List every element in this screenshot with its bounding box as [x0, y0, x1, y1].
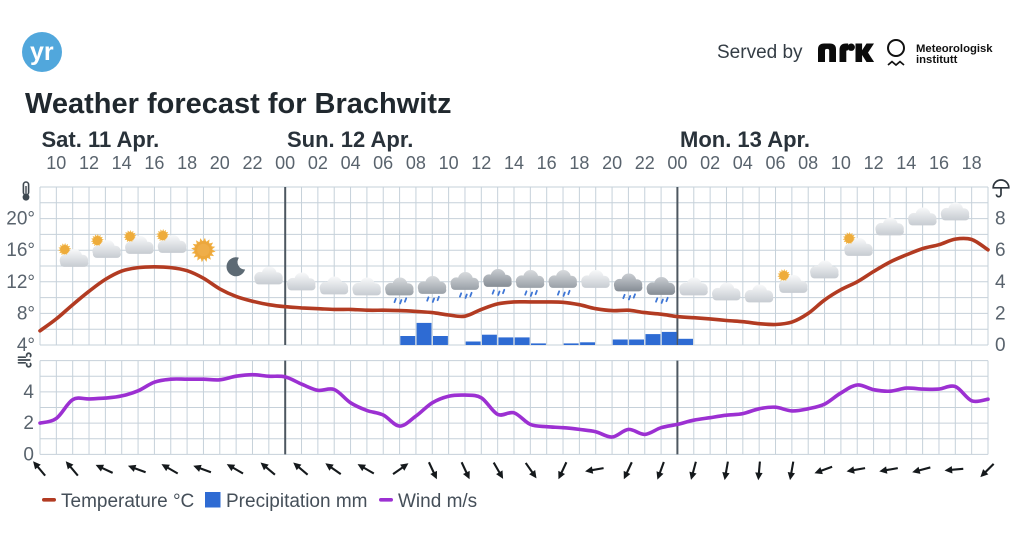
- svg-text:00: 00: [667, 153, 687, 173]
- svg-text:12: 12: [471, 153, 491, 173]
- svg-text:16°: 16°: [6, 240, 35, 261]
- svg-text:02: 02: [308, 153, 328, 173]
- svg-text:10: 10: [439, 153, 459, 173]
- svg-text:16: 16: [929, 153, 949, 173]
- svg-text:14: 14: [896, 153, 916, 173]
- svg-text:14: 14: [504, 153, 524, 173]
- svg-text:22: 22: [242, 153, 262, 173]
- svg-text:02: 02: [700, 153, 720, 173]
- svg-text:20: 20: [210, 153, 230, 173]
- svg-text:0: 0: [995, 335, 1006, 356]
- svg-text:12°: 12°: [6, 272, 35, 293]
- svg-text:18: 18: [569, 153, 589, 173]
- svg-text:14: 14: [112, 153, 132, 173]
- svg-text:4: 4: [23, 382, 34, 403]
- svg-text:Temperature °C: Temperature °C: [61, 491, 194, 512]
- svg-text:16: 16: [537, 153, 557, 173]
- svg-text:20°: 20°: [6, 209, 35, 230]
- svg-text:16: 16: [144, 153, 164, 173]
- svg-text:12: 12: [864, 153, 884, 173]
- svg-text:00: 00: [275, 153, 295, 173]
- svg-text:08: 08: [406, 153, 426, 173]
- svg-text:8°: 8°: [17, 303, 35, 324]
- svg-text:Mon. 13 Apr.: Mon. 13 Apr.: [680, 127, 810, 152]
- svg-text:Precipitation mm: Precipitation mm: [226, 491, 368, 512]
- svg-text:Meteorologisk: Meteorologisk: [916, 43, 993, 55]
- svg-text:2: 2: [23, 413, 34, 434]
- svg-text:2: 2: [995, 303, 1006, 324]
- svg-text:Weather forecast for Brachwitz: Weather forecast for Brachwitz: [25, 88, 452, 120]
- svg-text:Wind m/s: Wind m/s: [398, 491, 477, 512]
- svg-text:Sat. 11 Apr.: Sat. 11 Apr.: [42, 127, 160, 152]
- svg-text:10: 10: [831, 153, 851, 173]
- svg-text:18: 18: [177, 153, 197, 173]
- svg-text:18: 18: [962, 153, 982, 173]
- svg-text:yr: yr: [30, 38, 54, 66]
- svg-text:08: 08: [798, 153, 818, 173]
- svg-text:Sun. 12 Apr.: Sun. 12 Apr.: [287, 127, 413, 152]
- svg-text:06: 06: [373, 153, 393, 173]
- svg-text:0: 0: [23, 444, 34, 465]
- svg-text:8: 8: [995, 209, 1006, 230]
- svg-text:12: 12: [79, 153, 99, 173]
- svg-text:6: 6: [995, 240, 1006, 261]
- svg-text:10: 10: [46, 153, 66, 173]
- svg-text:04: 04: [341, 153, 361, 173]
- svg-text:4: 4: [995, 272, 1006, 293]
- svg-text:06: 06: [765, 153, 785, 173]
- svg-text:4°: 4°: [17, 335, 35, 356]
- svg-text:institutt: institutt: [916, 54, 958, 66]
- svg-text:04: 04: [733, 153, 753, 173]
- svg-text:20: 20: [602, 153, 622, 173]
- svg-text:Served by: Served by: [717, 42, 803, 63]
- svg-text:22: 22: [635, 153, 655, 173]
